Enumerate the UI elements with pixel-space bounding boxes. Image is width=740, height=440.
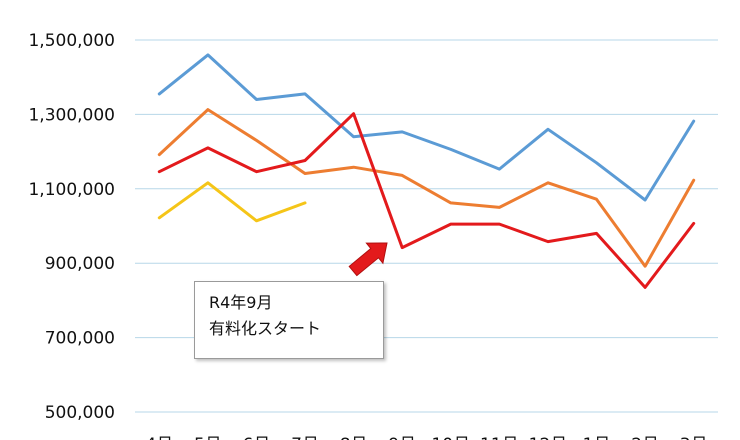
- x-tick-label: 10月: [431, 435, 470, 440]
- annotation-line-2: 有料化スタート: [209, 319, 322, 338]
- x-tick-label: 9月: [388, 435, 416, 440]
- x-tick-label: 3月: [680, 435, 708, 440]
- x-tick-label: 5月: [194, 435, 222, 440]
- x-tick-label: 7月: [291, 435, 319, 440]
- x-tick-label: 12月: [529, 435, 568, 440]
- annotation-callout: R4年9月 有料化スタート: [194, 281, 384, 359]
- y-axis: 500,000 700,000 900,000 1,100,000 1,300,000 1…: [28, 31, 115, 423]
- series-line-2: [157, 108, 696, 268]
- x-tick-label: 1月: [583, 435, 611, 440]
- x-tick-label: 6月: [243, 435, 271, 440]
- annotation-line-1: R4年9月: [209, 293, 273, 312]
- y-tick-label: 500,000: [45, 403, 115, 423]
- x-tick-label: 11月: [480, 435, 519, 440]
- x-tick-label: 4月: [145, 435, 173, 440]
- x-tick-label: 2月: [631, 435, 659, 440]
- y-tick-label: 1,500,000: [28, 31, 115, 51]
- y-tick-label: 1,100,000: [28, 180, 115, 200]
- arrow-shape: [348, 242, 388, 277]
- y-tick-label: 700,000: [45, 329, 115, 349]
- series-lines: [157, 53, 696, 289]
- callout-arrow: [348, 242, 388, 277]
- series-line-3: [157, 112, 696, 289]
- y-tick-label: 1,300,000: [28, 105, 115, 125]
- y-tick-label: 900,000: [45, 254, 115, 274]
- x-axis: 4月 5月 6月 7月 8月 9月 10月 11月 12月 1月 2月 3月: [145, 435, 707, 440]
- x-tick-label: 8月: [340, 435, 368, 440]
- series-line-4: [157, 181, 307, 223]
- series-line-1: [157, 53, 696, 202]
